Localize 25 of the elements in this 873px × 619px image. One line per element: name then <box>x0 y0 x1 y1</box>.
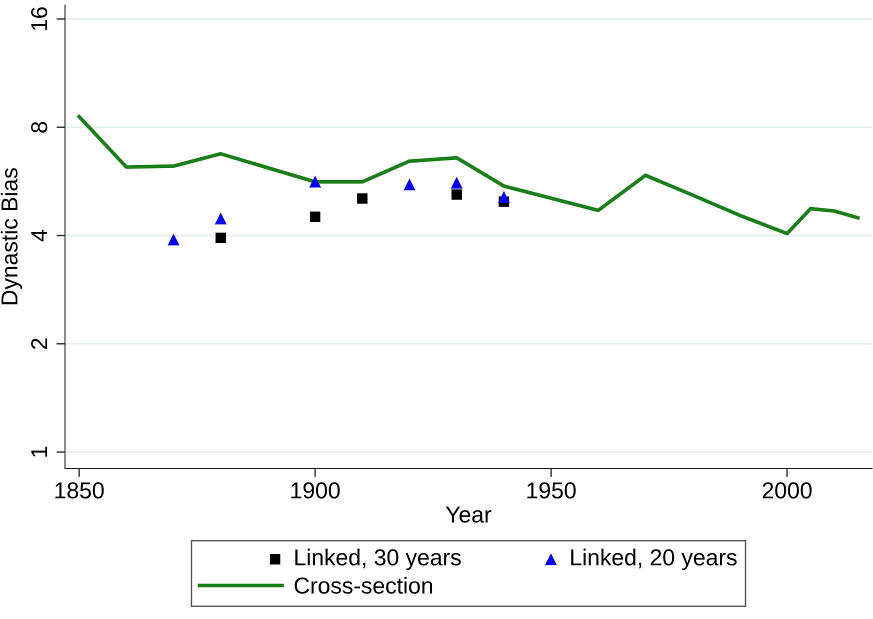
point <box>214 212 227 224</box>
x-tick-label: 1900 <box>291 482 340 499</box>
y-axis-title: Dynastic Bias <box>0 168 22 304</box>
point <box>168 234 180 246</box>
line-series <box>77 114 860 236</box>
x-axis-title: Year <box>446 506 492 523</box>
legend-label: Cross-section <box>294 576 432 594</box>
point <box>404 178 416 190</box>
point <box>451 189 462 200</box>
y-tick-label: 1 <box>31 446 48 457</box>
point <box>357 193 368 204</box>
x-tick-label: 1850 <box>55 482 104 499</box>
legend-label: Linked, 20 years <box>571 548 737 570</box>
point <box>450 176 463 189</box>
legend-label: Linked, 30 years <box>295 548 461 570</box>
x-tick-label: 1950 <box>527 482 576 499</box>
y-tick-label: 2 <box>31 338 48 349</box>
y-tick-label: 4 <box>31 230 48 242</box>
y-tick-label: 8 <box>31 122 48 133</box>
point <box>216 232 226 244</box>
x-tick-label: 2000 <box>762 482 812 499</box>
y-tick-label: 16 <box>31 7 48 30</box>
point <box>310 212 320 222</box>
point <box>498 191 510 203</box>
point <box>309 176 322 188</box>
